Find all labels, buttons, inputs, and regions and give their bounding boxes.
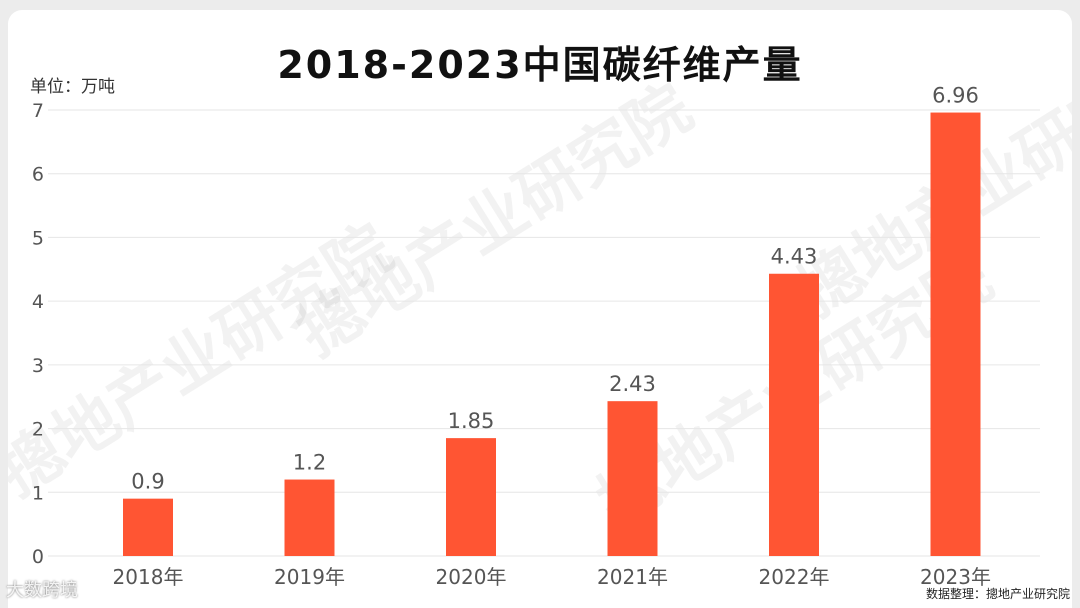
bar [284,479,335,556]
y-tick-label: 2 [32,419,44,441]
x-tick-label: 2022年 [759,565,830,589]
x-tick-label: 2018年 [113,565,184,589]
bar-value-label: 0.9 [131,470,164,494]
bar-value-label: 4.43 [771,245,818,269]
x-tick-label: 2023年 [920,565,991,589]
bar [930,112,981,556]
chart-title: 2018-2023中国碳纤维产量 [277,43,803,87]
unit-label: 单位：万吨 [30,77,115,97]
bar [607,401,658,556]
y-tick-label: 7 [32,100,44,122]
bar-value-label: 6.96 [932,84,979,108]
y-tick-label: 4 [32,291,44,313]
logo-text: 大数跨境 [6,580,78,601]
y-tick-label: 5 [32,227,44,249]
x-tick-label: 2021年 [597,565,668,589]
bar [769,273,819,556]
y-tick-label: 0 [32,546,44,568]
bar-value-label: 1.2 [293,451,326,475]
y-tick-label: 1 [32,482,44,504]
bar [446,438,496,556]
x-tick-label: 2019年 [274,565,345,589]
y-tick-label: 6 [32,164,44,186]
bar [123,498,173,556]
source-text: 数据整理：摠地产业研究院 [925,587,1070,601]
bar-value-label: 2.43 [609,372,656,396]
bar-value-label: 1.85 [448,409,495,433]
y-tick-label: 3 [32,355,44,377]
x-tick-label: 2020年 [436,565,507,589]
